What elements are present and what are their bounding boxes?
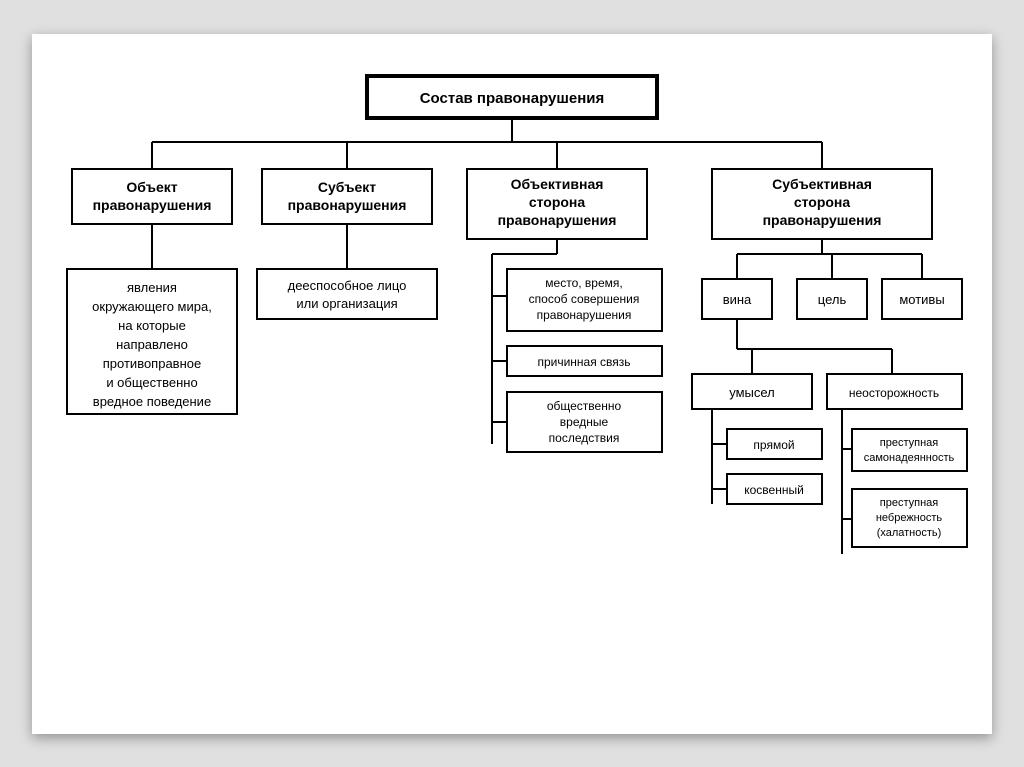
b3-d1-l3: правонарушения: [537, 308, 632, 322]
node-nebrezh-l2: небрежность: [876, 512, 943, 524]
page-background: Состав правонарушения Объект правонаруше…: [0, 0, 1024, 767]
node-cel-label: цель: [818, 292, 847, 307]
root-label: Состав правонарушения: [420, 90, 605, 107]
b3-d1-l1: место, время,: [545, 276, 622, 290]
node-motivy-label: мотивы: [899, 292, 944, 307]
b2-t-l2: правонарушения: [288, 197, 407, 213]
b3-t-l1: Объективная: [511, 176, 604, 192]
b1-d-l7: вредное поведение: [93, 394, 211, 409]
b1-d-l5: противоправное: [103, 356, 201, 371]
b4-t-l2: сторона: [794, 194, 851, 210]
node-samonad: [852, 429, 967, 471]
node-samonad-l2: самонадеянность: [864, 452, 955, 464]
node-nebrezh-l3: (халатность): [877, 527, 942, 539]
b1-d-l1: явления: [127, 280, 177, 295]
node-umysel-label: умысел: [729, 385, 775, 400]
node-samonad-l1: преступная: [880, 437, 939, 449]
b3-d3-l3: последствия: [549, 431, 620, 445]
node-neost-label: неосторожность: [849, 386, 939, 400]
branch1-title-l2: правонарушения: [93, 197, 212, 213]
diagram-card: Состав правонарушения Объект правонаруше…: [32, 34, 992, 734]
b3-t-l2: сторона: [529, 194, 586, 210]
b4-t-l3: правонарушения: [763, 212, 882, 228]
branch1-title-l1: Объект: [126, 179, 177, 195]
hierarchy-diagram: Состав правонарушения Объект правонаруше…: [32, 34, 992, 734]
node-kosvenny-label: косвенный: [744, 483, 804, 497]
b3-d2-l1: причинная связь: [537, 355, 630, 369]
b1-d-l6: и общественно: [106, 375, 197, 390]
b3-d1-l2: способ совершения: [529, 292, 640, 306]
node-vina-label: вина: [723, 292, 752, 307]
b3-d3-l1: общественно: [547, 399, 622, 413]
node-pryamoy-label: прямой: [753, 438, 794, 452]
b2-t-l1: Субъект: [318, 179, 376, 195]
b1-d-l4: направлено: [116, 337, 188, 352]
b4-t-l1: Субъективная: [772, 176, 872, 192]
b2-d-l2: или организация: [296, 296, 397, 311]
b3-t-l3: правонарушения: [498, 212, 617, 228]
b1-d-l3: на которые: [118, 318, 186, 333]
b1-d-l2: окружающего мира,: [92, 299, 212, 314]
node-nebrezh-l1: преступная: [880, 497, 939, 509]
branch2-detail: [257, 269, 437, 319]
b3-d3-l2: вредные: [560, 415, 609, 429]
b2-d-l1: дееспособное лицо: [288, 278, 407, 293]
